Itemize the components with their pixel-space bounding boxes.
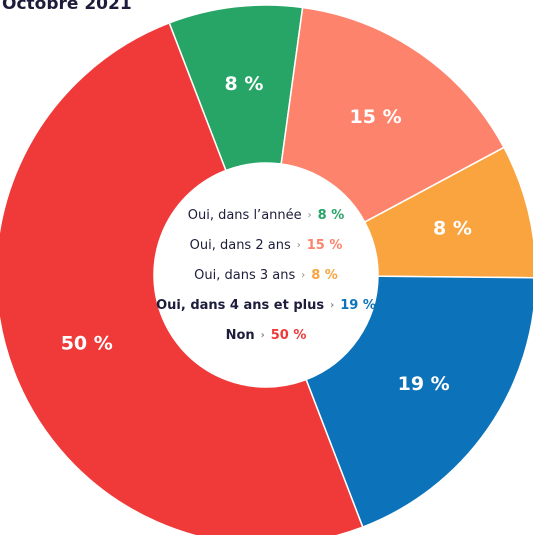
- legend-name: Oui, dans 2 ans: [190, 238, 291, 253]
- legend-value: 8 %: [318, 208, 345, 223]
- donut-segment: [363, 146, 533, 279]
- legend-separator: ›: [301, 270, 305, 281]
- legend-value: 15 %: [307, 238, 343, 253]
- legend-entry: Oui, dans 2 ans › 15 %: [190, 238, 343, 253]
- donut-segment: [280, 6, 505, 224]
- legend-name: Oui, dans 4 ans et plus: [156, 298, 324, 313]
- legend-entry: Oui, dans 3 ans › 8 %: [194, 268, 338, 283]
- legend-name: Oui, dans l’année: [188, 208, 302, 223]
- data-label: 50 %: [61, 332, 113, 354]
- legend-entry: Non › 50 %: [226, 328, 307, 343]
- donut-segment: [305, 275, 533, 529]
- data-label: 15 %: [350, 106, 402, 128]
- legend-value: 8 %: [311, 268, 338, 283]
- legend-separator: ›: [297, 240, 301, 251]
- data-label: 8 %: [224, 73, 263, 95]
- legend-name: Non: [226, 328, 255, 343]
- legend-value: 19 %: [340, 298, 376, 313]
- legend-separator: ›: [308, 210, 312, 221]
- legend-entry: Oui, dans l’année › 8 %: [188, 208, 345, 223]
- legend-value: 50 %: [271, 328, 307, 343]
- data-label: 8 %: [433, 218, 472, 240]
- donut-segment: [0, 21, 364, 535]
- legend-entry: Oui, dans 4 ans et plus › 19 %: [156, 298, 376, 313]
- legend-separator: ›: [330, 300, 334, 311]
- chart-title: Octobre 2021: [2, 0, 132, 14]
- data-label: 19 %: [398, 373, 450, 395]
- legend-name: Oui, dans 3 ans: [194, 268, 295, 283]
- legend-separator: ›: [261, 330, 265, 341]
